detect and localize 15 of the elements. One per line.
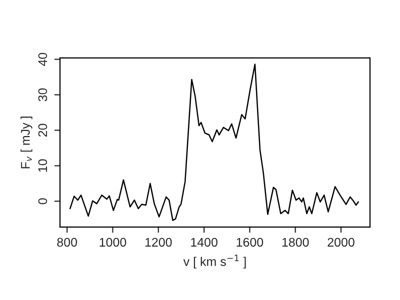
y-tick-label: 20 (38, 124, 48, 137)
x-tick-label: 800 (57, 238, 78, 247)
x-axis-title: v [ km s$^{−1}$ ] (183, 254, 246, 268)
x-tick-label: 1600 (236, 238, 264, 247)
y-tick-label: 10 (38, 159, 48, 172)
x-tick-label: 1200 (145, 238, 172, 247)
y-tick-label: 0 (38, 198, 48, 204)
y-tick-label: 30 (38, 88, 48, 102)
x-tick-label: 1800 (282, 238, 309, 247)
x-tick-label: 1000 (100, 238, 126, 247)
y-tick-label: 40 (38, 52, 48, 66)
line-series (69, 64, 359, 221)
x-tick-label: 1400 (191, 238, 218, 247)
y-axis-title: F$_{v}$ [ mJy ] (20, 116, 32, 168)
x-tick-label: 2000 (328, 238, 354, 247)
